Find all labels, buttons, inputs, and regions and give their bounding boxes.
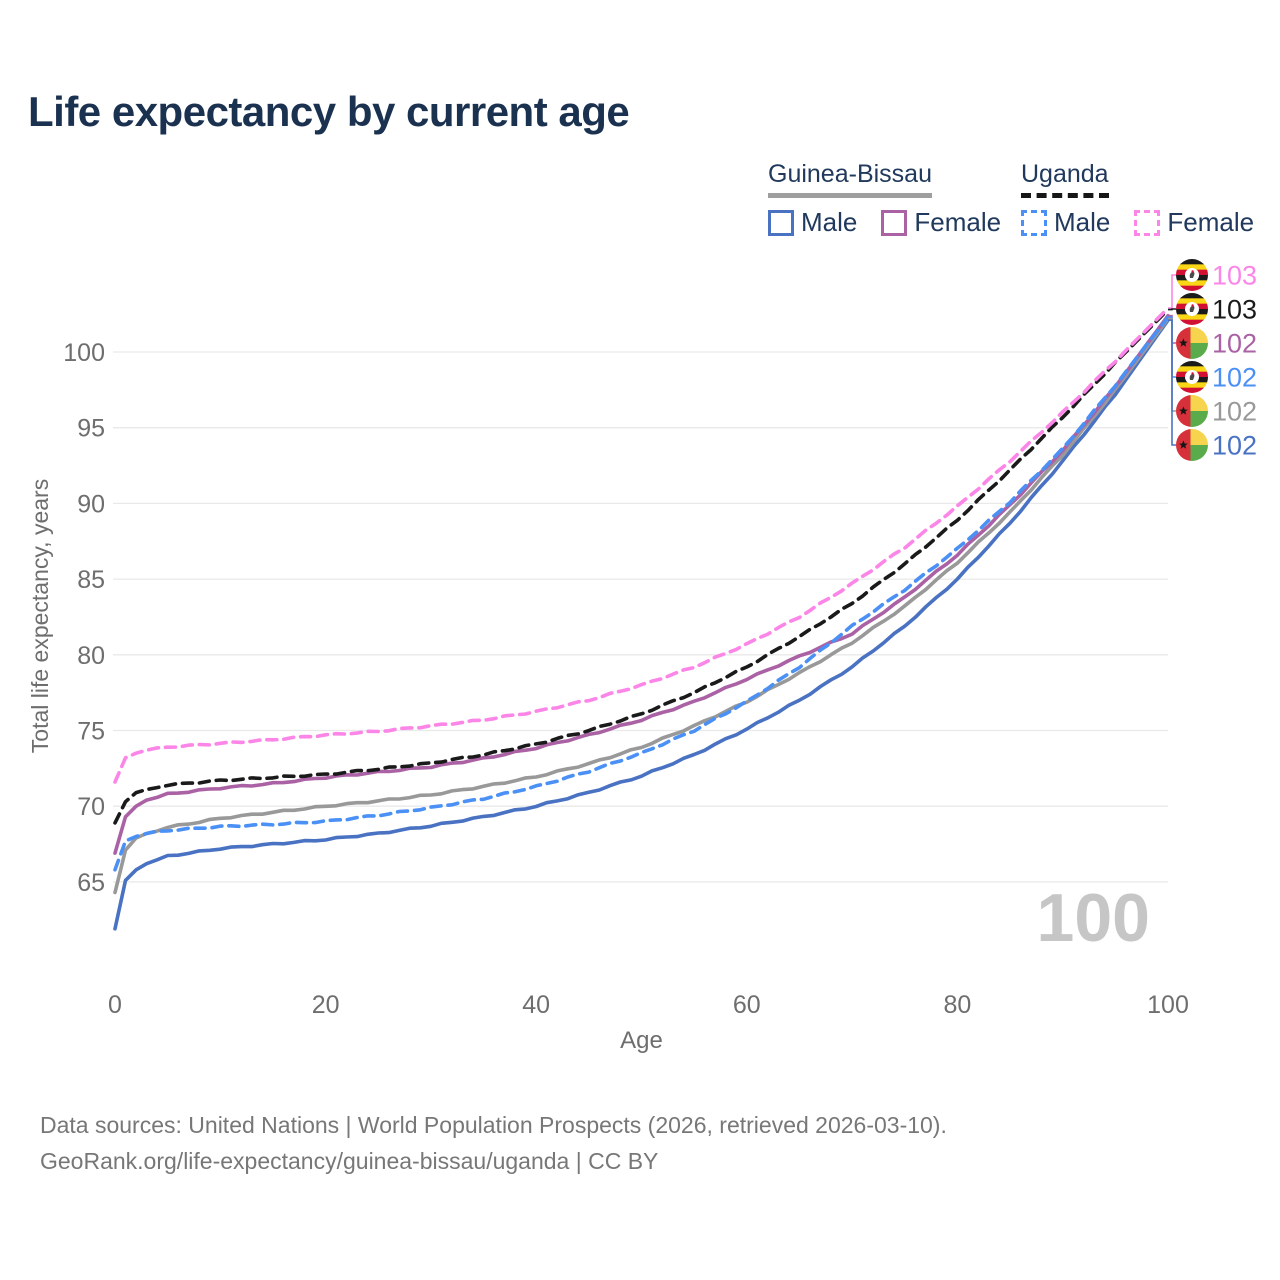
guinea-bissau-flag-icon xyxy=(1176,429,1208,461)
footer-attribution-link[interactable]: GeoRank.org/life-expectancy/guinea-bissa… xyxy=(40,1147,659,1174)
y-tick-label-95: 95 xyxy=(77,415,105,443)
page-title: Life expectancy by current age xyxy=(28,88,630,135)
plot-area[interactable] xyxy=(113,330,1170,970)
legend-header-guinea-bissau[interactable]: Guinea-Bissau xyxy=(768,160,932,198)
y-tick-label-80: 80 xyxy=(77,642,105,670)
legend-item-label: Male xyxy=(1054,207,1111,237)
x-tick-label-60: 60 xyxy=(733,991,761,1019)
legend-item-label: Female xyxy=(914,207,1002,237)
x-tick-label-20: 20 xyxy=(312,991,340,1019)
y-tick-label-100: 100 xyxy=(63,339,105,367)
hovered-age-watermark: 100 xyxy=(1036,880,1150,956)
y-tick-label-90: 90 xyxy=(77,490,105,518)
legend-group-guinea-bissau: Guinea-Bissau Male Female xyxy=(768,160,1025,238)
leader-line xyxy=(1168,319,1176,446)
end-value-label-guinea-bissau-male: 102 xyxy=(1212,431,1257,461)
legend-header-uganda[interactable]: Uganda xyxy=(1021,160,1109,198)
series-line-uganda[interactable] xyxy=(113,307,1170,825)
legend-row-guinea-bissau: Male Female xyxy=(768,207,1025,238)
x-tick-label-80: 80 xyxy=(943,991,971,1019)
x-tick-label-100: 100 xyxy=(1147,991,1189,1019)
series-line-guinea-bissau-male[interactable] xyxy=(113,318,1170,931)
x-tick-label-0: 0 xyxy=(108,991,122,1019)
series-line-guinea-bissau-female[interactable] xyxy=(113,313,1170,855)
legend-group-uganda: Uganda Male Female xyxy=(1021,160,1278,238)
guinea-bissau-female-swatch-icon xyxy=(881,209,908,236)
leader-line xyxy=(1168,274,1176,309)
x-tick-label-40: 40 xyxy=(522,991,550,1019)
footer: Data sources: United Nations | World Pop… xyxy=(40,1108,947,1179)
uganda-flag-icon xyxy=(1176,293,1208,325)
y-tick-label-85: 85 xyxy=(77,566,105,594)
y-tick-label-70: 70 xyxy=(77,793,105,821)
guinea-bissau-flag-icon xyxy=(1176,395,1208,427)
guinea-bissau-male-swatch-icon xyxy=(768,209,794,236)
footer-data-sources: Data sources: United Nations | World Pop… xyxy=(40,1112,947,1138)
legend-item-label: Female xyxy=(1167,207,1255,237)
legend-item-label: Male xyxy=(801,207,858,237)
series-line-guinea-bissau[interactable] xyxy=(113,316,1170,895)
uganda-male-swatch-icon xyxy=(1021,209,1047,236)
end-value-label-uganda-female: 103 xyxy=(1212,261,1257,291)
legend-item-uganda-female[interactable]: Female xyxy=(1134,207,1254,238)
legend-item-guinea-bissau-male[interactable]: Male xyxy=(768,207,857,238)
legend-row-uganda: Male Female xyxy=(1021,207,1278,238)
uganda-flag-icon xyxy=(1176,361,1208,393)
end-value-label-guinea-bissau: 102 xyxy=(1212,397,1257,427)
leader-line xyxy=(1168,308,1176,311)
legend-item-uganda-male[interactable]: Male xyxy=(1021,207,1110,238)
uganda-flag-icon xyxy=(1176,259,1208,291)
y-axis-title: Total life expectancy, years xyxy=(27,479,53,753)
end-value-label-guinea-bissau-female: 102 xyxy=(1212,329,1257,359)
series-line-uganda-female[interactable] xyxy=(113,306,1170,784)
x-axis-title: Age xyxy=(620,1027,663,1054)
series-line-uganda-male[interactable] xyxy=(113,315,1170,872)
y-tick-label-65: 65 xyxy=(77,869,105,897)
end-value-label-uganda-male: 102 xyxy=(1212,363,1257,393)
uganda-female-swatch-icon xyxy=(1134,209,1161,236)
end-value-label-uganda: 103 xyxy=(1212,295,1257,325)
guinea-bissau-flag-icon xyxy=(1176,327,1208,359)
legend-item-guinea-bissau-female[interactable]: Female xyxy=(881,207,1001,238)
y-tick-label-75: 75 xyxy=(77,718,105,746)
